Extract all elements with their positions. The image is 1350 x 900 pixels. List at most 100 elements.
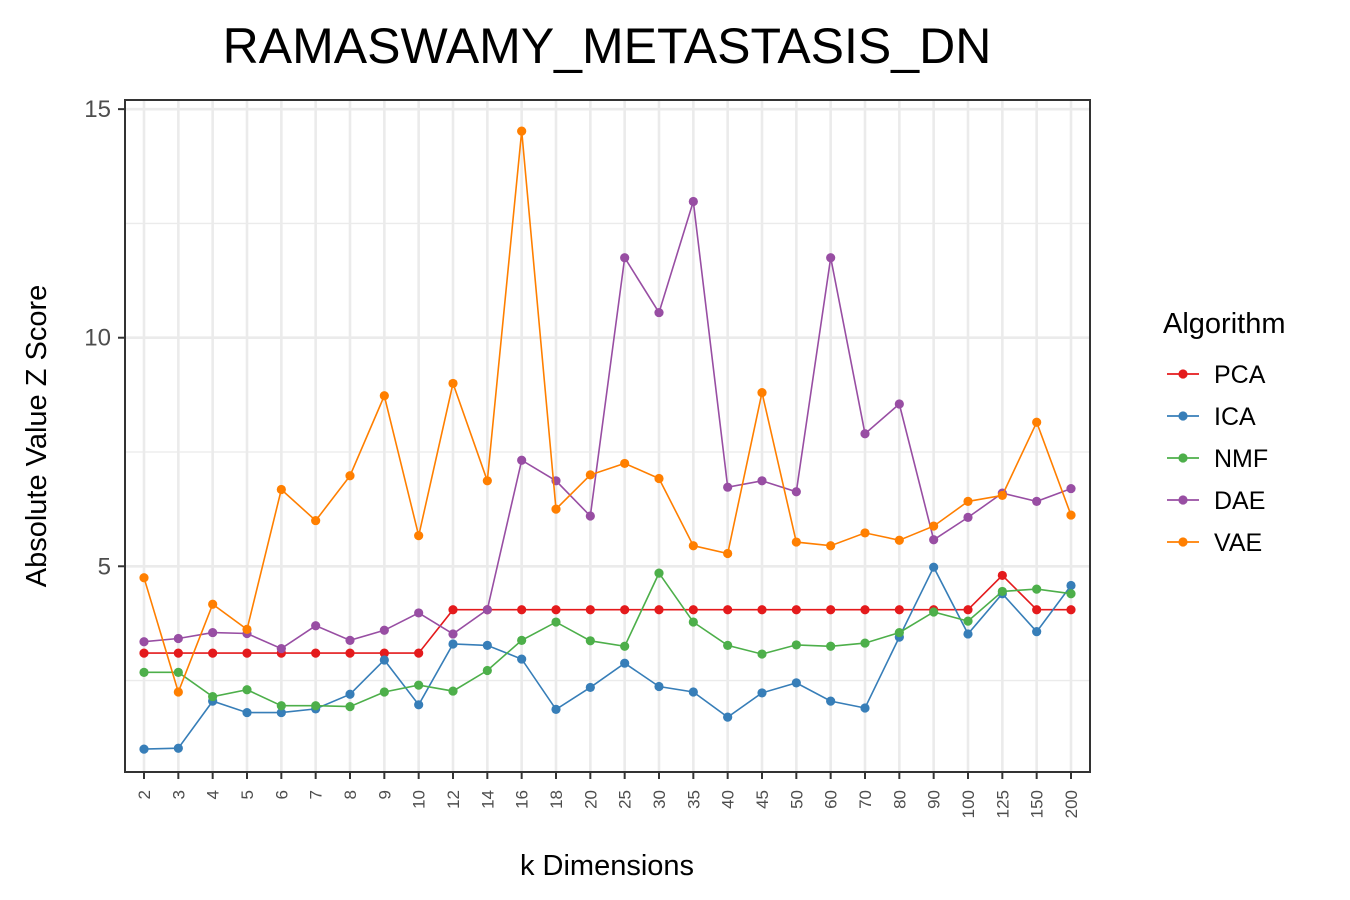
data-point-dae bbox=[654, 307, 664, 318]
legend-label-nmf: NMF bbox=[1214, 445, 1268, 473]
x-tick-label: 14 bbox=[478, 790, 497, 809]
data-point-vae bbox=[311, 515, 321, 526]
data-point-pca bbox=[311, 648, 321, 658]
x-tick-label: 9 bbox=[375, 790, 394, 799]
data-point-ica bbox=[379, 655, 389, 665]
data-point-vae bbox=[379, 391, 389, 401]
data-point-nmf bbox=[448, 686, 458, 696]
series-line-nmf bbox=[144, 571, 1072, 708]
x-tick-label: 20 bbox=[581, 790, 600, 809]
data-point-vae bbox=[963, 496, 973, 506]
data-point-dae bbox=[517, 455, 527, 465]
data-point-nmf bbox=[997, 586, 1007, 597]
data-point-nmf bbox=[791, 640, 801, 650]
data-point-nmf bbox=[276, 701, 286, 711]
data-point-ica bbox=[860, 703, 870, 713]
data-point-vae bbox=[345, 471, 355, 481]
y-tick-label: 10 bbox=[84, 325, 111, 352]
legend-label-ica: ICA bbox=[1214, 403, 1256, 431]
legend-title: Algorithm bbox=[1163, 308, 1286, 340]
x-axis: 2 3 4 5 6 7 8 9 10 12 14 16 18 20 25 30 35 40 45 50 60 70 80 90… bbox=[135, 772, 1081, 818]
data-point-dae bbox=[791, 487, 801, 497]
data-point-vae bbox=[448, 378, 458, 389]
data-point-ica bbox=[654, 681, 664, 692]
x-tick-label: 150 bbox=[1028, 790, 1047, 818]
data-point-ica bbox=[723, 712, 733, 722]
data-point-ica bbox=[517, 654, 527, 664]
data-point-dae bbox=[482, 605, 492, 615]
series-line-ica bbox=[143, 565, 1072, 750]
data-point-vae bbox=[517, 126, 527, 136]
x-tick-label: 25 bbox=[616, 790, 635, 809]
data-point-dae bbox=[345, 635, 355, 645]
x-tick-label: 200 bbox=[1062, 790, 1081, 818]
data-point-pca bbox=[208, 648, 218, 658]
data-point-ica bbox=[414, 700, 424, 710]
data-point-pca bbox=[414, 648, 424, 658]
data-point-nmf bbox=[345, 702, 355, 712]
data-point-pca bbox=[1032, 605, 1042, 615]
data-point-ica bbox=[276, 707, 286, 718]
x-tick-label: 125 bbox=[993, 790, 1012, 818]
data-point-dae bbox=[585, 511, 595, 521]
legend-label-dae: DAE bbox=[1214, 487, 1265, 515]
legend-key-point bbox=[1178, 453, 1188, 463]
data-point-ica bbox=[448, 639, 458, 649]
data-point-nmf bbox=[551, 617, 561, 627]
data-point-nmf bbox=[208, 691, 218, 702]
x-tick-label: 100 bbox=[959, 790, 978, 818]
data-point-ica bbox=[242, 707, 252, 718]
data-point-dae bbox=[379, 625, 389, 635]
data-point-vae bbox=[276, 484, 286, 495]
data-point-nmf bbox=[139, 667, 149, 677]
data-point-nmf bbox=[1066, 589, 1076, 599]
data-point-vae bbox=[997, 490, 1007, 501]
data-point-ica bbox=[688, 687, 698, 697]
x-tick-label: 2 bbox=[135, 790, 154, 799]
data-point-ica bbox=[826, 696, 836, 706]
data-point-vae bbox=[208, 599, 218, 609]
data-point-dae bbox=[1066, 483, 1076, 494]
legend-label-pca: PCA bbox=[1214, 361, 1266, 389]
data-point-nmf bbox=[963, 616, 973, 626]
data-point-ica bbox=[173, 743, 183, 753]
data-point-dae bbox=[311, 621, 321, 631]
data-point-vae bbox=[894, 535, 904, 545]
data-point-nmf bbox=[894, 627, 904, 638]
data-point-ica bbox=[620, 658, 630, 668]
data-point-nmf bbox=[826, 641, 836, 651]
x-tick-label: 3 bbox=[169, 790, 188, 799]
legend-key-point bbox=[1178, 537, 1188, 547]
x-tick-label: 7 bbox=[307, 790, 326, 799]
data-point-vae bbox=[1032, 417, 1042, 427]
data-point-vae bbox=[414, 531, 424, 541]
data-point-ica bbox=[929, 562, 939, 572]
data-point-dae bbox=[620, 253, 630, 263]
data-point-pca bbox=[620, 605, 630, 615]
data-point-nmf bbox=[929, 607, 939, 617]
data-point-dae bbox=[894, 399, 904, 409]
x-tick-label: 70 bbox=[856, 790, 875, 809]
data-point-pca bbox=[723, 605, 733, 615]
legend-key-point bbox=[1178, 495, 1188, 505]
y-axis: 5 10 15 bbox=[84, 96, 125, 580]
data-point-vae bbox=[654, 473, 664, 484]
data-point-vae bbox=[173, 687, 183, 697]
data-point-pca bbox=[860, 605, 870, 615]
data-point-pca bbox=[688, 605, 698, 615]
data-point-nmf bbox=[482, 665, 492, 676]
data-point-nmf bbox=[585, 636, 595, 646]
data-point-nmf bbox=[620, 641, 630, 651]
data-point-ica bbox=[551, 704, 561, 714]
data-point-vae bbox=[551, 504, 561, 514]
grid-major bbox=[125, 100, 1090, 772]
data-point-vae bbox=[242, 624, 252, 634]
data-point-pca bbox=[551, 605, 561, 615]
data-point-vae bbox=[757, 387, 767, 398]
data-point-pca bbox=[139, 648, 149, 658]
series-layer bbox=[139, 126, 1076, 754]
data-point-nmf bbox=[723, 640, 733, 650]
x-tick-label: 40 bbox=[719, 790, 738, 809]
y-tick-label: 5 bbox=[98, 553, 111, 580]
